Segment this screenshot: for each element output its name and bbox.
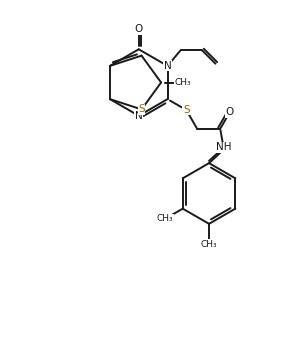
Text: CH₃: CH₃ xyxy=(201,239,217,248)
Text: N: N xyxy=(135,111,142,121)
Text: S: S xyxy=(138,104,145,114)
Text: N: N xyxy=(164,61,171,71)
Text: O: O xyxy=(225,107,234,118)
Text: CH₃: CH₃ xyxy=(157,214,174,223)
Text: NH: NH xyxy=(216,142,231,152)
Text: O: O xyxy=(135,24,143,34)
Text: CH₃: CH₃ xyxy=(175,78,191,87)
Text: S: S xyxy=(183,105,190,115)
